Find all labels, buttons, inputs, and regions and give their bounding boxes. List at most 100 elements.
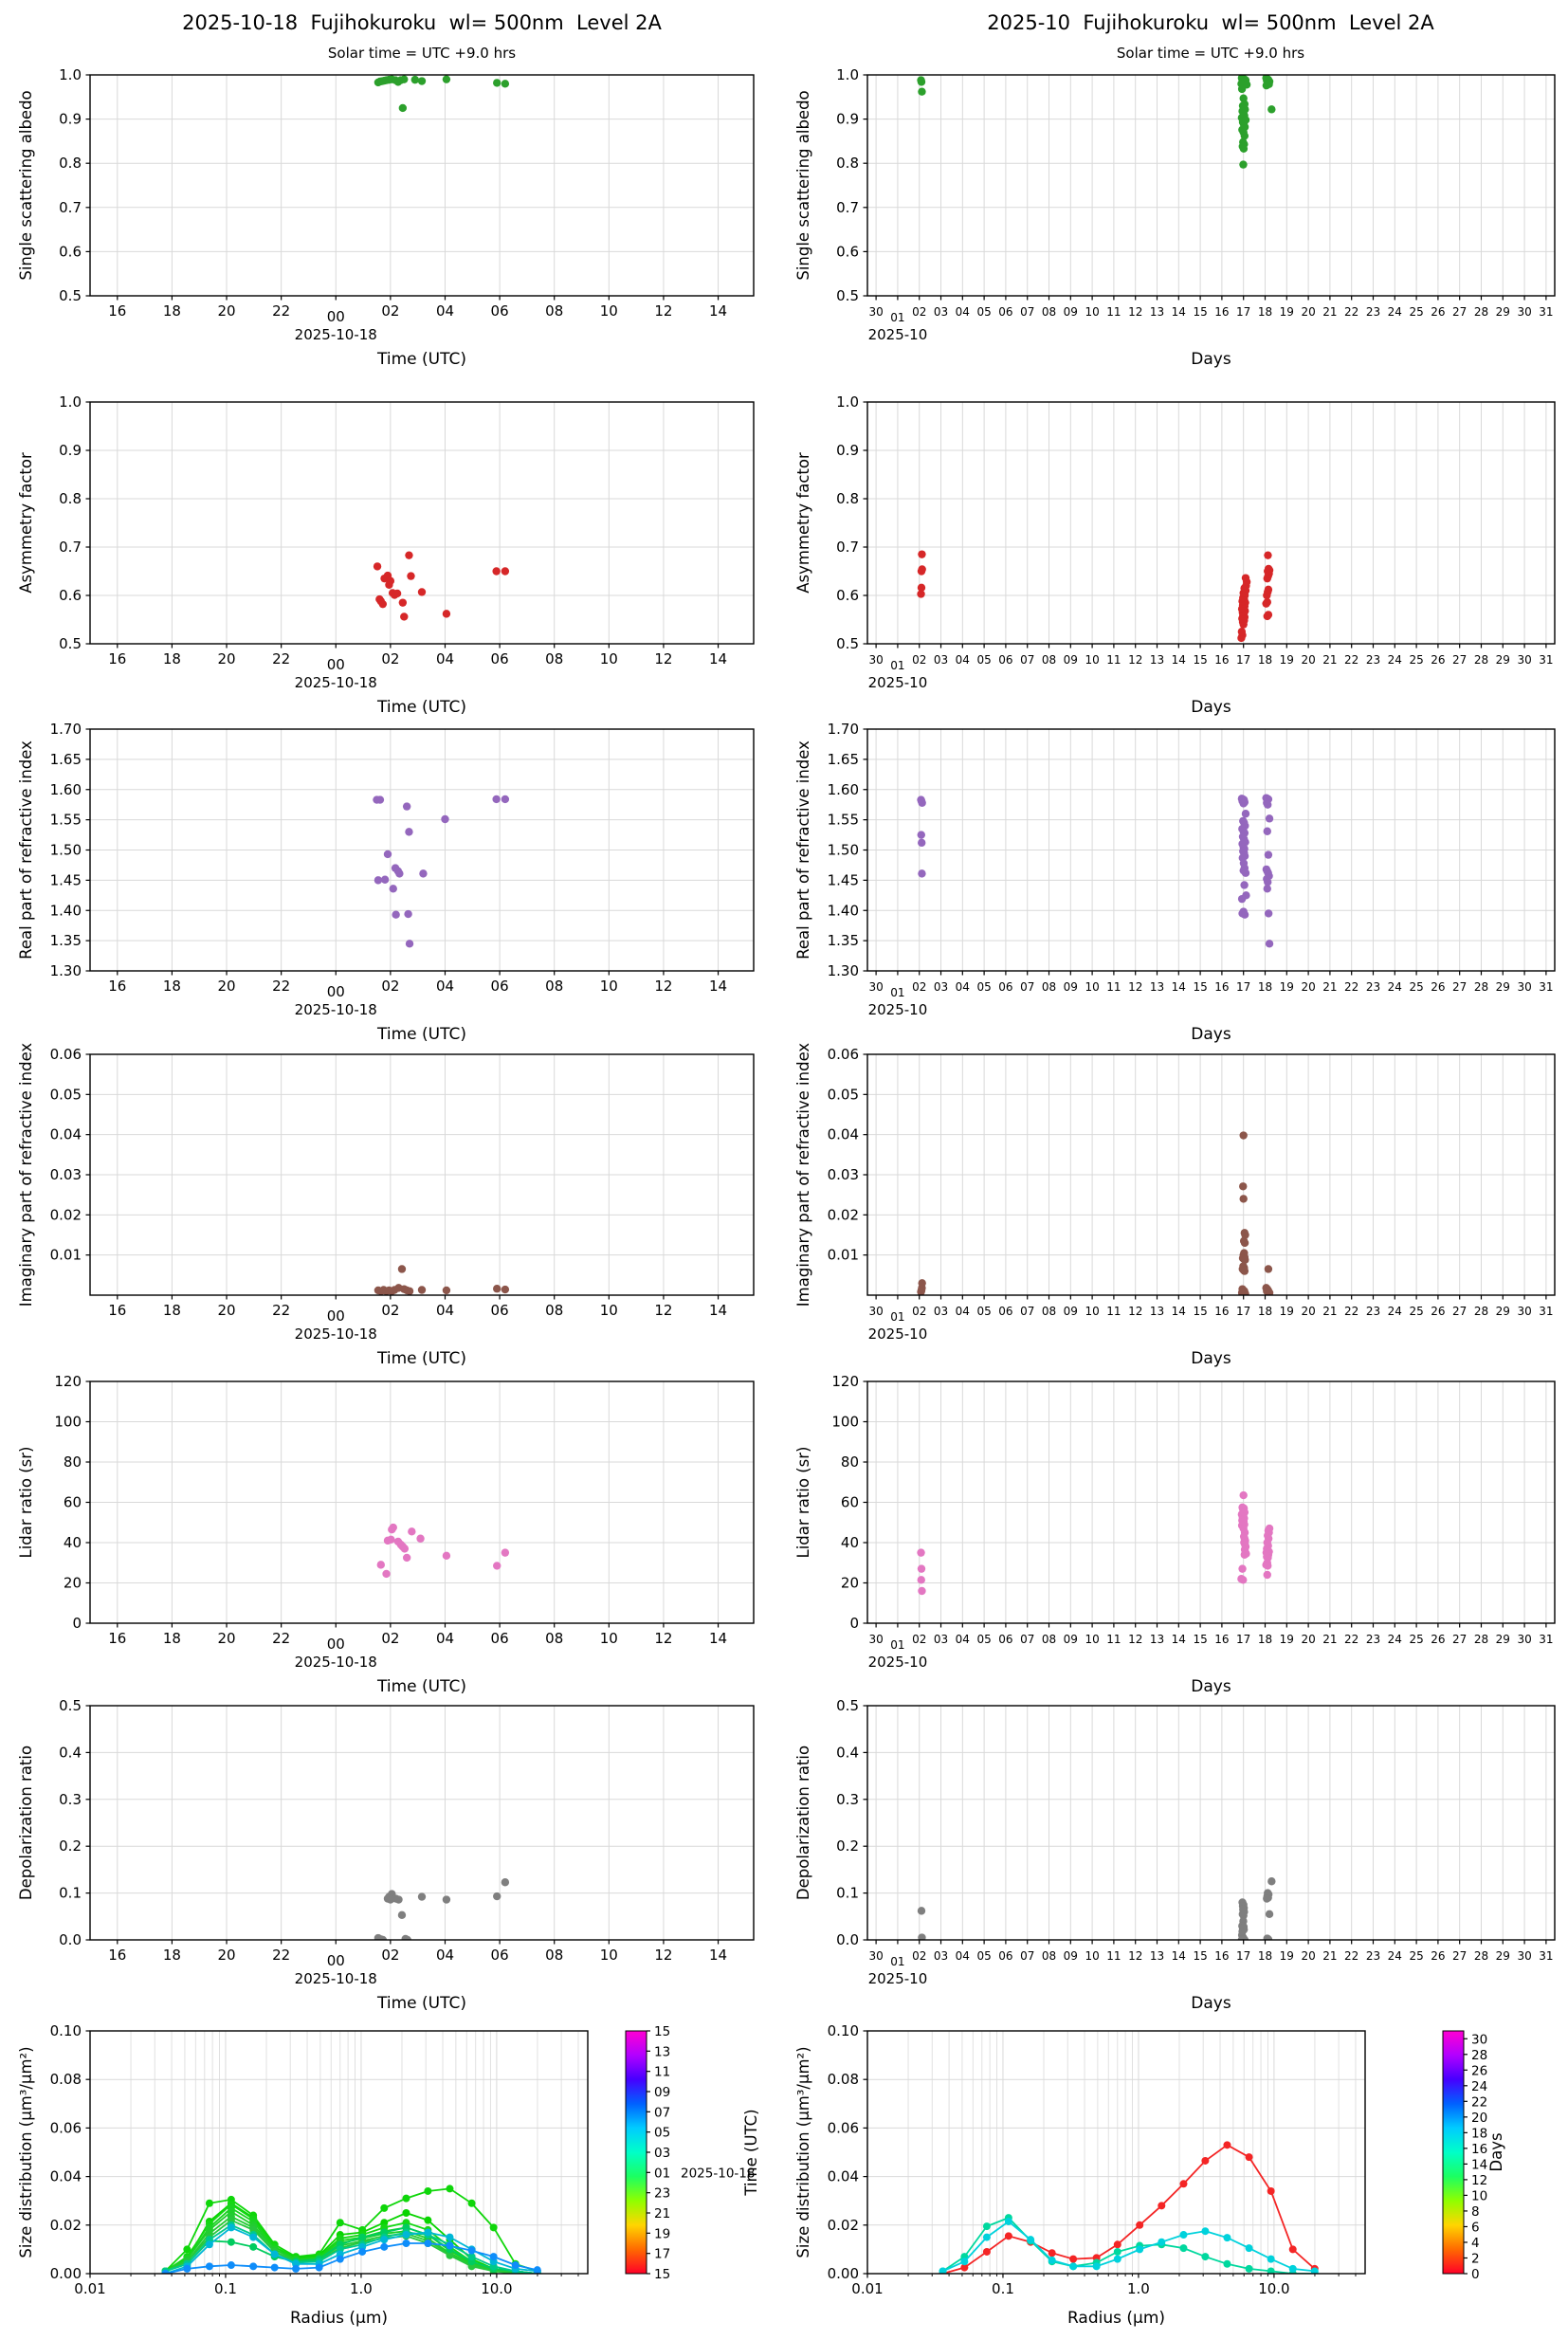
x-tick-label: 24 <box>1388 653 1402 667</box>
colorbar-tick-label: 2 <box>1471 2251 1480 2266</box>
y-tick-label: 40 <box>841 1534 859 1551</box>
y-tick-label: 1.30 <box>50 962 82 979</box>
x-tick-label: 12 <box>1128 1305 1142 1318</box>
x-tick-label: 14 <box>709 1947 727 1964</box>
y-tick-label: 1.0 <box>59 393 82 411</box>
x-axis: 16 18 20 22 00 02 04 06 08 10 12 14 2025-10-18 Time (… <box>108 1940 727 2013</box>
x-axis: 30 01 02 03 04 05 06 07 08 09 10 11 12 13 14 15 16 17 18 19… <box>868 1940 1554 2013</box>
x-tick-label: 1.0 <box>350 2280 373 2297</box>
x-tick-label: 04 <box>436 1947 454 1964</box>
y-tick-label: 0.6 <box>836 587 859 604</box>
x-tick-label: 24 <box>1388 305 1402 319</box>
x-tick-label: 19 <box>1280 1305 1294 1318</box>
colorbar-tick-label: 23 <box>654 2186 670 2202</box>
x-tick-label: 0.1 <box>992 2280 1014 2297</box>
x-tick-label: 14 <box>1172 980 1186 994</box>
x-tick-label: 18 <box>1258 1949 1272 1963</box>
x-tick-label: 09 <box>1064 980 1078 994</box>
x-tick-label: 30 <box>868 305 883 319</box>
x-tick-label: 24 <box>1388 1633 1402 1646</box>
monthly-title: 2025-10 Fujihokuroku wl= 500nm Level 2A <box>987 11 1434 34</box>
y-tick-label: 0.5 <box>59 287 82 304</box>
y-tick-label: 0 <box>849 1615 859 1632</box>
x-tick-label: 22 <box>1344 1633 1358 1646</box>
data-series <box>939 2141 1319 2274</box>
x-tick-label: 16 <box>1214 653 1229 667</box>
x-axis-title: Time (UTC) <box>376 1025 466 1044</box>
x-tick-label: 28 <box>1474 305 1488 319</box>
x-tick-label: 01 <box>890 986 904 999</box>
x-tick-label: 16 <box>1214 1305 1229 1318</box>
x-tick-label: 29 <box>1496 1633 1510 1646</box>
x-tick-label: 22 <box>272 1302 290 1319</box>
x-tick-label: 13 <box>1150 1633 1164 1646</box>
y-tick-label: 0.6 <box>59 587 82 604</box>
y-tick-label: 0.5 <box>59 635 82 652</box>
x-tick-label: 06 <box>491 1947 509 1964</box>
x-tick-label: 01 <box>890 1310 904 1324</box>
x-tick-label: 13 <box>1150 980 1164 994</box>
x-tick-label: 15 <box>1193 1633 1207 1646</box>
x-tick-label: 08 <box>1042 1633 1056 1646</box>
x-tick-label: 21 <box>1322 1305 1337 1318</box>
x-tick-label: 16 <box>108 650 126 667</box>
colorbar-tick-label: 10 <box>1471 2188 1487 2203</box>
x-tick-label: 25 <box>1409 1305 1423 1318</box>
y-tick-label: 0.04 <box>50 1126 82 1143</box>
x-tick-label: 18 <box>1258 1633 1272 1646</box>
x-tick-label: 13 <box>1150 1949 1164 1963</box>
y-axis: 0.5 0.6 0.7 0.8 0.9 1.0 Single scattering albe… <box>17 66 90 304</box>
data-points <box>917 794 1274 948</box>
y-tick-label: 0.05 <box>50 1086 82 1103</box>
y-tick-label: 1.40 <box>50 902 82 919</box>
x-tick-label: 04 <box>436 978 454 995</box>
y-axis: 0 20 40 60 80 100 120 Lidar ratio (sr) <box>794 1373 867 1632</box>
y-axis: 0 20 40 60 80 100 120 Lidar ratio (sr) <box>17 1373 90 1632</box>
y-axis: 0.0 0.1 0.2 0.3 0.4 0.5 Depolarization ratio <box>794 1697 867 1948</box>
x-axis-date-annotation: 2025-10-18 <box>295 1001 377 1018</box>
data-points <box>917 1490 1274 1596</box>
x-tick-label: 00 <box>327 656 345 673</box>
x-tick-label: 20 <box>1301 1949 1315 1963</box>
x-tick-label: 21 <box>1322 653 1337 667</box>
x-axis-title: Days <box>1191 1025 1231 1044</box>
x-tick-label: 28 <box>1474 1633 1488 1646</box>
data-points <box>374 1878 510 1940</box>
x-axis: 16 18 20 22 00 02 04 06 08 10 12 14 2025-10-18 Time (… <box>108 1295 727 1368</box>
x-tick-label: 24 <box>1388 1305 1402 1318</box>
y-tick-label: 0.6 <box>836 243 859 260</box>
daily-title: 2025-10-18 Fujihokuroku wl= 500nm Level … <box>182 11 662 34</box>
x-tick-label: 20 <box>1301 1633 1315 1646</box>
x-tick-label: 21 <box>1322 1949 1337 1963</box>
colorbar-tick-label: 09 <box>654 2085 670 2100</box>
y-tick-label: 0.04 <box>50 2168 82 2185</box>
x-tick-label: 20 <box>217 1302 235 1319</box>
x-tick-label: 30 <box>868 980 883 994</box>
y-axis-title: Single scattering albedo <box>794 90 812 280</box>
x-tick-label: 14 <box>709 650 727 667</box>
x-tick-label: 12 <box>654 650 672 667</box>
panel-asymmetry-monthly: 30 01 02 03 04 05 06 07 08 09 10 11 12 13 14 15 16 17 18 19… <box>794 393 1556 717</box>
x-tick-label: 19 <box>1280 1633 1294 1646</box>
colorbar-tick-label: 24 <box>1471 2079 1487 2094</box>
x-tick-label: 02 <box>912 1305 926 1318</box>
x-tick-label: 00 <box>327 1636 345 1653</box>
y-axis: 1.30 1.35 1.40 1.45 1.50 1.55 1.60 1.65 1.70 Real… <box>17 721 90 979</box>
y-tick-label: 0.5 <box>836 287 859 304</box>
y-tick-label: 0.03 <box>50 1166 82 1183</box>
y-tick-label: 1.55 <box>828 812 859 829</box>
x-tick-label: 30 <box>868 653 883 667</box>
x-tick-label: 29 <box>1496 1949 1510 1963</box>
gridlines <box>867 728 1555 972</box>
y-tick-label: 1.0 <box>59 66 82 83</box>
x-tick-label: 14 <box>709 1630 727 1647</box>
y-tick-label: 0.7 <box>59 199 82 216</box>
x-tick-label: 08 <box>1042 1949 1056 1963</box>
x-tick-label: 22 <box>1344 653 1358 667</box>
y-tick-label: 0.02 <box>50 2217 82 2234</box>
y-tick-label: 0.1 <box>59 1885 82 1902</box>
x-tick-label: 18 <box>163 1302 181 1319</box>
x-tick-label: 31 <box>1539 1633 1553 1646</box>
x-tick-label: 11 <box>1106 980 1121 994</box>
x-axis-title: Days <box>1191 1349 1231 1368</box>
